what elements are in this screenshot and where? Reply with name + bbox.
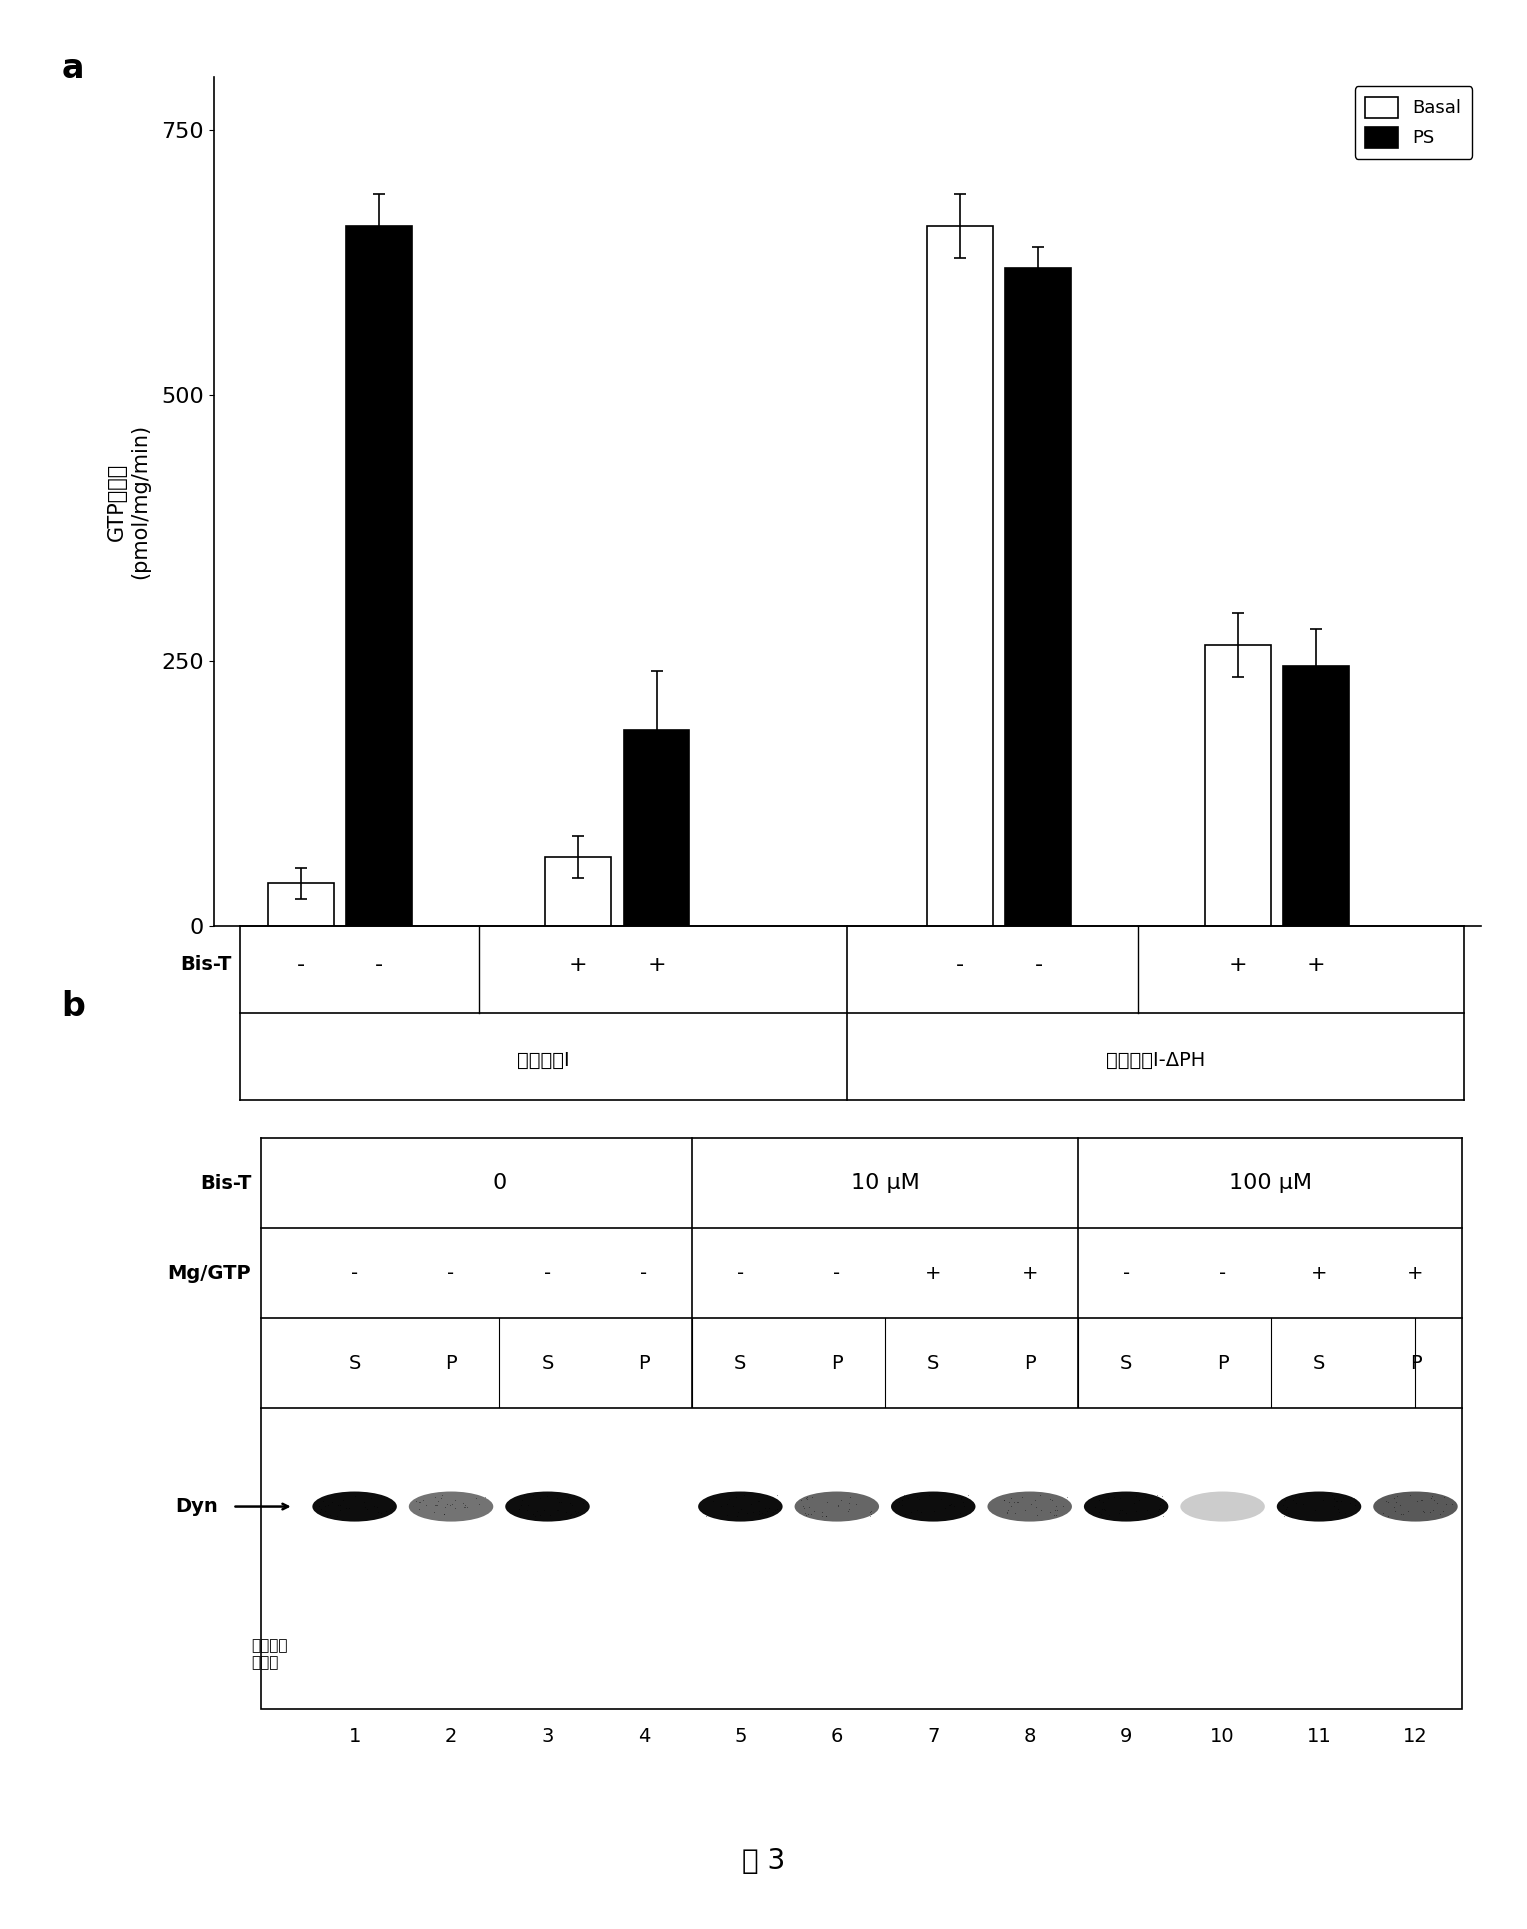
Text: +: + <box>1229 955 1248 974</box>
Text: 0: 0 <box>492 1173 507 1194</box>
Bar <box>1283 666 1350 926</box>
Text: b: b <box>61 990 86 1022</box>
Text: 发动蛋白I: 发动蛋白I <box>518 1051 570 1071</box>
Text: -: - <box>447 1263 455 1283</box>
Text: 12: 12 <box>1403 1726 1428 1746</box>
Text: 9: 9 <box>1119 1726 1133 1746</box>
Text: S: S <box>927 1354 939 1373</box>
Text: +: + <box>1307 955 1325 974</box>
Text: +: + <box>1022 1263 1038 1283</box>
Text: Mg/GTP: Mg/GTP <box>168 1263 252 1283</box>
Ellipse shape <box>505 1491 589 1522</box>
Bar <box>345 226 412 926</box>
Ellipse shape <box>409 1491 493 1522</box>
Text: Bis-T: Bis-T <box>200 1173 252 1192</box>
Bar <box>1005 268 1072 926</box>
Text: 2: 2 <box>444 1726 457 1746</box>
Text: 发动蛋白I-ΔPH: 发动蛋白I-ΔPH <box>1106 1051 1205 1071</box>
Text: P: P <box>1409 1354 1422 1373</box>
Legend: Basal, PS: Basal, PS <box>1354 87 1472 158</box>
Text: 7: 7 <box>927 1726 939 1746</box>
Text: +: + <box>570 955 588 974</box>
Text: -: - <box>1122 1263 1130 1283</box>
Text: S: S <box>541 1354 554 1373</box>
Bar <box>1205 644 1270 926</box>
Ellipse shape <box>313 1491 397 1522</box>
Text: 考马斯染
色凝胶: 考马斯染 色凝胶 <box>252 1638 287 1671</box>
Text: 6: 6 <box>831 1726 843 1746</box>
Text: S: S <box>1313 1354 1325 1373</box>
Text: -: - <box>640 1263 647 1283</box>
Text: 10: 10 <box>1211 1726 1235 1746</box>
Text: 3: 3 <box>541 1726 554 1746</box>
Text: P: P <box>831 1354 843 1373</box>
Text: +: + <box>647 955 666 974</box>
Text: Bis-T: Bis-T <box>180 955 231 974</box>
Ellipse shape <box>892 1491 976 1522</box>
Ellipse shape <box>1373 1491 1458 1522</box>
Text: S: S <box>1119 1354 1133 1373</box>
Text: 8: 8 <box>1023 1726 1035 1746</box>
Y-axis label: GTP酶活性
(pmol/mg/min): GTP酶活性 (pmol/mg/min) <box>107 424 150 579</box>
Ellipse shape <box>1277 1491 1361 1522</box>
Text: P: P <box>638 1354 651 1373</box>
Ellipse shape <box>698 1491 783 1522</box>
Text: S: S <box>734 1354 747 1373</box>
Ellipse shape <box>1084 1491 1168 1522</box>
Ellipse shape <box>1180 1491 1264 1522</box>
Text: 1: 1 <box>348 1726 360 1746</box>
Bar <box>545 856 611 926</box>
Text: P: P <box>446 1354 457 1373</box>
Text: 图 3: 图 3 <box>742 1848 785 1875</box>
Text: -: - <box>738 1263 744 1283</box>
Bar <box>623 729 690 926</box>
Text: 5: 5 <box>734 1726 747 1746</box>
Text: P: P <box>1217 1354 1228 1373</box>
Text: -: - <box>374 955 383 974</box>
Text: -: - <box>1034 955 1043 974</box>
Text: P: P <box>1025 1354 1035 1373</box>
Bar <box>267 883 333 926</box>
Text: 11: 11 <box>1307 1726 1332 1746</box>
Text: -: - <box>956 955 965 974</box>
Text: 4: 4 <box>638 1726 651 1746</box>
Ellipse shape <box>794 1491 880 1522</box>
Text: -: - <box>351 1263 359 1283</box>
Text: a: a <box>61 52 84 85</box>
Ellipse shape <box>988 1491 1072 1522</box>
Bar <box>927 226 994 926</box>
Text: Dyn: Dyn <box>176 1497 218 1516</box>
Text: -: - <box>544 1263 551 1283</box>
Text: 10 μM: 10 μM <box>851 1173 919 1194</box>
Text: +: + <box>1310 1263 1327 1283</box>
Text: +: + <box>925 1263 942 1283</box>
Text: -: - <box>296 955 305 974</box>
Text: -: - <box>1219 1263 1226 1283</box>
Text: -: - <box>834 1263 840 1283</box>
Text: +: + <box>1408 1263 1423 1283</box>
Text: S: S <box>348 1354 360 1373</box>
Text: 100 μM: 100 μM <box>1229 1173 1312 1194</box>
